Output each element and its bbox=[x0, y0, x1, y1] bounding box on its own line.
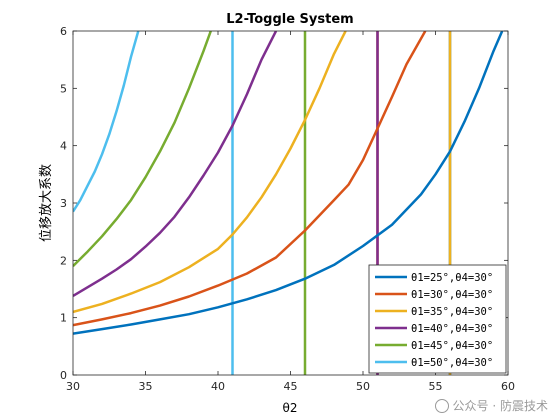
series-line-6 bbox=[73, 31, 140, 213]
x-tick-label: 35 bbox=[139, 380, 153, 393]
y-tick-label: 1 bbox=[60, 312, 67, 325]
legend-label-6: θ1=50°,θ4=30° bbox=[411, 357, 493, 369]
plot-area bbox=[73, 31, 504, 375]
x-tick-label: 30 bbox=[66, 380, 80, 393]
y-tick-label: 5 bbox=[60, 82, 67, 95]
series-line-3 bbox=[73, 31, 347, 314]
watermark: 公众号 · 防震技术 bbox=[434, 397, 548, 414]
x-tick-label: 45 bbox=[284, 380, 298, 393]
legend-label-1: θ1=25°,θ4=30° bbox=[411, 272, 493, 284]
y-axis-label: 位移放大系数 bbox=[39, 164, 54, 242]
series-line-4 bbox=[73, 31, 278, 297]
series-line-2 bbox=[73, 31, 427, 327]
y-tick-label: 4 bbox=[60, 140, 67, 153]
y-tick-label: 0 bbox=[60, 369, 67, 382]
y-tick-label: 6 bbox=[60, 25, 67, 38]
x-axis-label: θ2 bbox=[283, 401, 298, 415]
x-tick-label: 50 bbox=[356, 380, 370, 393]
y-tick-label: 2 bbox=[60, 254, 67, 267]
series-line-5 bbox=[73, 31, 212, 267]
legend-label-5: θ1=45°,θ4=30° bbox=[411, 340, 493, 352]
legend-label-3: θ1=35°,θ4=30° bbox=[411, 306, 493, 318]
legend-box bbox=[368, 264, 507, 374]
y-tick-label: 3 bbox=[60, 197, 67, 210]
legend-label-2: θ1=30°,θ4=30° bbox=[411, 289, 493, 301]
x-tick-label: 40 bbox=[211, 380, 225, 393]
wechat-icon bbox=[434, 399, 449, 413]
x-tick-label: 60 bbox=[501, 380, 515, 393]
legend: θ1=25°,θ4=30° θ1=30°,θ4=30° θ1=35°,θ4=30° θ… bbox=[368, 264, 507, 374]
x-tick-label: 55 bbox=[429, 380, 443, 393]
legend-label-4: θ1=40°,θ4=30° bbox=[411, 323, 493, 335]
chart-title: L2-Toggle System bbox=[226, 12, 353, 27]
series-line-1 bbox=[73, 31, 504, 335]
watermark-text: 公众号 · 防震技术 bbox=[452, 399, 548, 413]
